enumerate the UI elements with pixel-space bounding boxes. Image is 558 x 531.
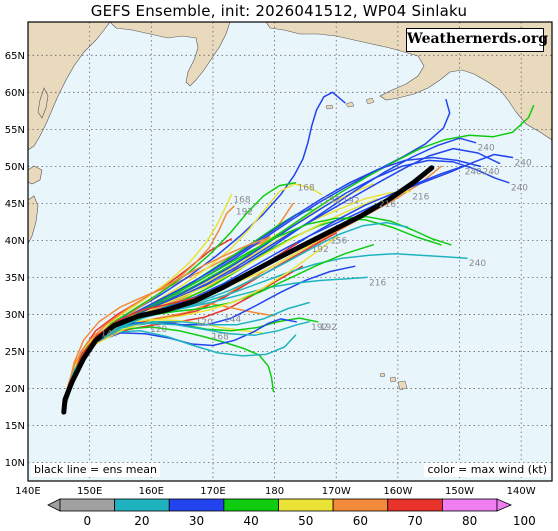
lat-tick-label: 65N [5,51,25,62]
lon-tick-label: 170W [322,486,351,497]
lat-tick-label: 25N [5,347,25,358]
track-end-hour-label: 192 [323,195,340,205]
colorbar-high-arrow [496,498,513,512]
ensemble-track [63,236,271,413]
lat-tick-label: 40N [5,236,25,247]
colorbar-low-arrow [47,498,61,512]
track-end-hour-label: 168 [233,195,250,205]
lon-tick-label: 150W [445,486,474,497]
track-end-hour-label: 192 [236,207,253,217]
lat-tick-label: 20N [5,384,25,395]
colorbar-tick-label: 30 [189,514,204,528]
lon-tick-label: 150E [77,486,102,497]
colorbar-segment [114,498,170,512]
land-hawaii-3 [397,380,408,391]
wind-color-note: color = max wind (kt) [424,463,550,477]
land-aleutian-3 [325,104,334,110]
longitude-labels: 140E 150E 160E 170E 180 170W 160W 150W 140W [15,486,535,497]
land-honshu [28,195,39,245]
colorbar-segment [168,498,225,512]
forecast-hour-label: 168 [212,333,229,343]
track-end-hour-label: 216 [412,193,429,203]
track-end-hour-label: 240 [478,144,495,154]
lon-tick-label: 160E [139,486,164,497]
lon-tick-label: 160W [383,486,412,497]
watermark-badge: Weathernerds.org [406,28,548,52]
lon-tick-label: 170E [200,486,225,497]
colorbar-tick-label: 70 [407,514,422,528]
ens-mean-line [61,165,435,415]
lat-tick-label: 15N [5,421,25,432]
track-end-hour-label: 216 [379,200,396,210]
colorbar-tick-label: 100 [513,514,536,528]
lon-tick-label: 180 [265,486,284,497]
track-end-hour-label: 240 [469,259,486,269]
lat-tick-label: 10N [5,458,25,469]
colorbar-tick-label: 80 [462,514,477,528]
colorbar-tick-label: 40 [244,514,259,528]
land-aleutian-1 [365,97,375,105]
land-kamchatka [109,22,231,87]
ens-mean-note: black line = ens mean [31,463,160,477]
track-end-hour-label: 192 [311,323,328,333]
colorbar-segment [332,498,389,512]
land-asia-coast [28,22,111,151]
lat-tick-label: 50N [5,162,25,173]
colorbar-tick-label: 20 [134,514,149,528]
track-end-hour-label: 240 [482,167,499,177]
colorbar-segment [59,498,116,512]
track-end-hour-label: 192 [320,323,337,333]
lat-tick-label: 35N [5,273,25,284]
forecast-hour-label: 120 [150,325,167,335]
land-sakhalin [37,87,49,119]
colorbar-tick-label: 60 [353,514,368,528]
ensemble-mean-track [61,165,435,415]
track-end-hour-label: 240 [511,184,528,194]
colorbar-segment [278,498,334,512]
forecast-hour-label: 156 [330,236,347,246]
colorbar-tick-label: 0 [83,514,91,528]
map-frame [27,21,553,482]
figure-title: GEFS Ensemble, init: 2026041512, WP04 Si… [90,2,468,20]
lat-tick-label: 55N [5,125,25,136]
lat-tick-label: 30N [5,310,25,321]
track-end-hour-label: 216 [369,278,386,288]
track-end-hour-label: 168 [298,184,315,194]
forecast-hour-label: 192 [312,245,329,255]
colorbar-segment [223,498,279,512]
lat-tick-label: 45N [5,199,25,210]
forecast-hour-label: 144 [101,330,118,340]
latitude-labels: 10N 15N 20N 25N 30N 35N 40N 45N 50N 55N 60N 65N [5,51,25,469]
land-hawaii-1 [379,372,386,378]
track-end-hour-label: 240 [515,158,532,168]
forecast-hour-label: 120 [196,318,213,328]
colorbar: 0 20 30 40 50 60 70 80 100 [47,498,536,528]
land-aleutian-2 [345,101,355,108]
forecast-hour-label: 192 [342,196,359,206]
track-end-hour-label: 240 [465,167,482,177]
colorbar-segment [441,498,498,512]
lon-tick-label: 140W [507,486,536,497]
land-hawaii-2 [389,376,397,383]
colorbar-segment [387,498,443,512]
colorbar-tick-label: 50 [298,514,313,528]
forecast-hour-label: 144 [224,315,241,325]
lat-tick-label: 60N [5,88,25,99]
lon-tick-label: 140E [15,486,40,497]
